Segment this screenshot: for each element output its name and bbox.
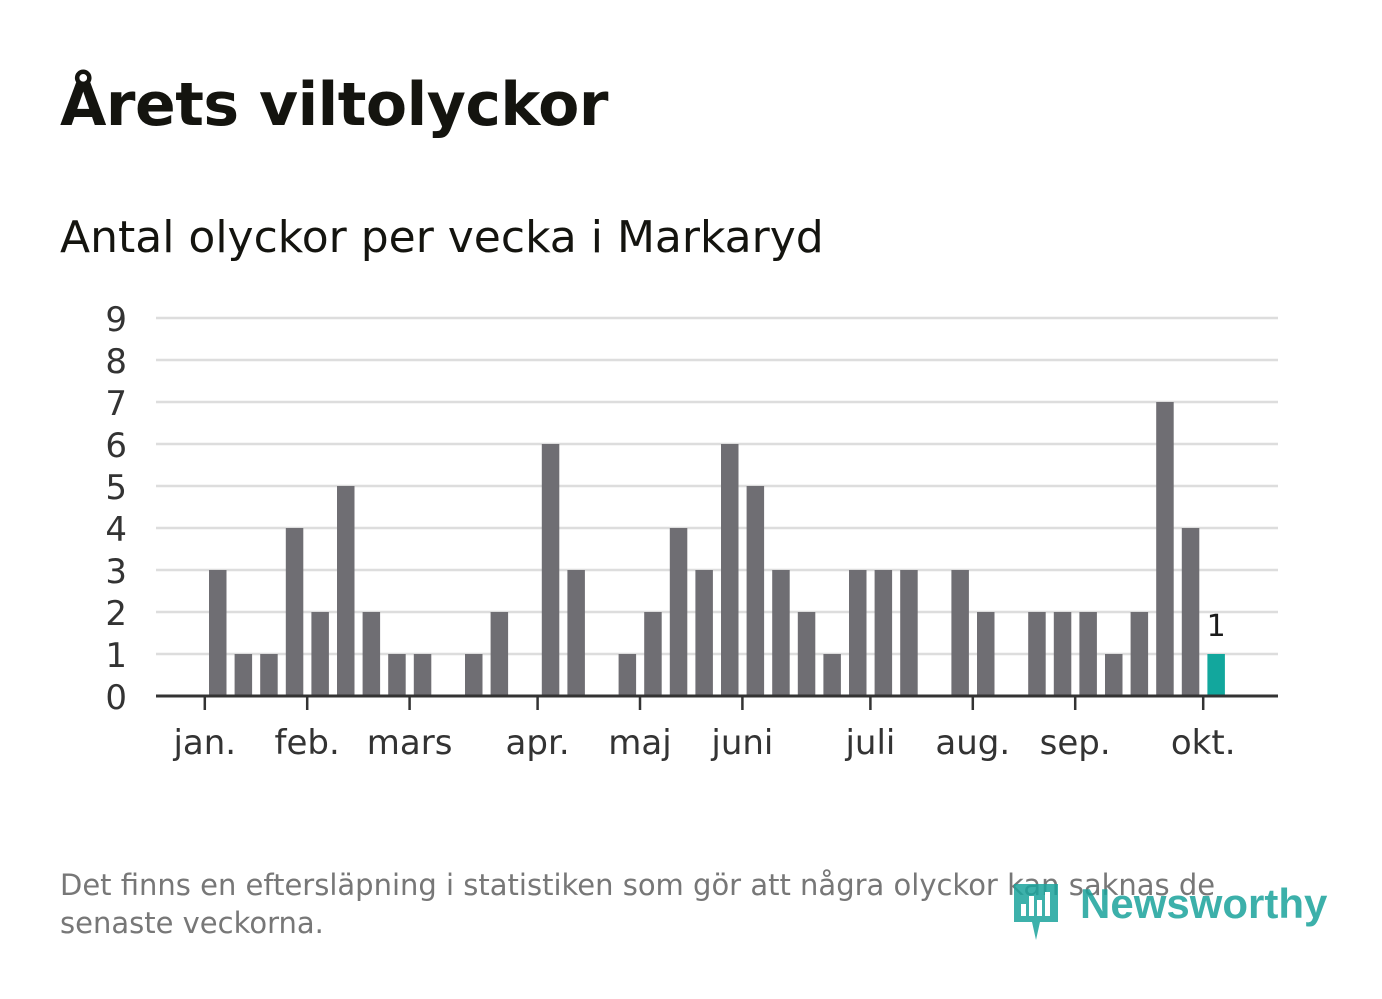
x-axis-tick-labels: jan. feb. mars apr. maj juni juli aug. sep. okt. [172, 696, 1236, 763]
y-tick-label-5: 5 [105, 468, 127, 508]
y-tick-label-6: 6 [105, 426, 127, 466]
bar-week-3 [209, 570, 227, 696]
x-tick-label-juni: juni [710, 723, 773, 763]
bar-week-5 [260, 654, 278, 696]
bar-week-41 [1181, 528, 1200, 696]
chart-subtitle: Antal olyckor per vecka i Markaryd [60, 212, 824, 263]
y-tick-label-3: 3 [105, 552, 127, 592]
x-tick-label-apr.: apr. [506, 723, 570, 763]
bar-week-6 [285, 528, 304, 696]
bar-week-16 [541, 444, 560, 696]
bar-week-27 [823, 654, 841, 696]
bar-week-38 [1105, 654, 1123, 696]
x-tick-label-mars: mars [367, 723, 453, 763]
bar-week-28 [849, 570, 867, 696]
bar-week-24 [746, 486, 765, 696]
y-tick-label-1: 1 [105, 636, 127, 676]
bars [209, 402, 1225, 696]
bar-week-37 [1079, 612, 1097, 696]
y-tick-label-0: 0 [105, 678, 127, 718]
bar-week-36 [1053, 612, 1072, 696]
bar-week-25 [772, 570, 790, 696]
y-tick-label-2: 2 [105, 594, 127, 634]
chart-title: Årets viltolyckor [60, 70, 609, 140]
x-tick-label-maj: maj [608, 723, 671, 763]
bar-week-33 [977, 612, 995, 696]
y-tick-label-4: 4 [105, 510, 127, 550]
data-label-highlight: 1 [1207, 609, 1226, 644]
bar-week-8 [337, 486, 355, 696]
bar-week-17 [567, 570, 585, 696]
bar-week-39 [1130, 612, 1149, 696]
x-tick-label-okt.: okt. [1171, 723, 1236, 763]
bar-week-23 [721, 444, 739, 696]
x-tick-label-feb.: feb. [275, 723, 340, 763]
newsworthy-logo-icon [1014, 884, 1058, 940]
x-tick-label-juli: juli [844, 723, 895, 763]
bar-week-35 [1028, 612, 1046, 696]
bar-week-11 [413, 654, 432, 696]
x-tick-label-aug.: aug. [935, 723, 1010, 763]
bar-week-7 [311, 612, 329, 696]
y-tick-label-9: 9 [105, 300, 127, 340]
brand-name: Newsworthy [1080, 880, 1328, 927]
y-tick-label-7: 7 [105, 384, 127, 424]
bar-week-10 [388, 654, 406, 696]
bar-week-42 [1207, 654, 1225, 696]
x-tick-label-jan.: jan. [172, 723, 236, 763]
bar-week-40 [1156, 402, 1174, 696]
bar-week-26 [797, 612, 816, 696]
bar-week-4 [234, 654, 253, 696]
bar-week-32 [951, 570, 969, 696]
bar-week-30 [900, 570, 918, 696]
bar-week-19 [618, 654, 637, 696]
y-tick-label-8: 8 [105, 342, 127, 382]
brand-logo: Newsworthy [1010, 876, 1330, 946]
bar-week-14 [490, 612, 509, 696]
data-labels: 1 [1207, 609, 1226, 644]
bar-week-20 [644, 612, 662, 696]
bar-week-13 [465, 654, 483, 696]
x-tick-label-sep.: sep. [1040, 723, 1111, 763]
bar-week-21 [669, 528, 688, 696]
gridlines [156, 316, 1278, 656]
bar-week-29 [874, 570, 893, 696]
bar-week-9 [362, 612, 381, 696]
bar-week-22 [695, 570, 713, 696]
